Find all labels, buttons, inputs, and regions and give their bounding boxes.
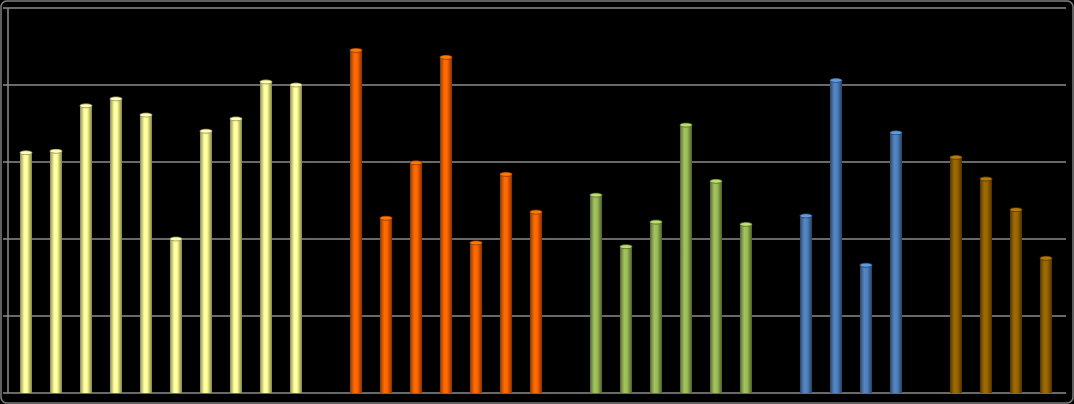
bar <box>710 181 722 393</box>
bar-cap <box>349 47 363 53</box>
bar <box>950 157 962 393</box>
bar <box>830 80 842 393</box>
bar <box>290 85 302 393</box>
bar <box>170 239 182 393</box>
bar <box>140 115 152 393</box>
bar-cap <box>229 116 243 122</box>
bar-cap <box>709 178 723 184</box>
bar-cap <box>469 240 483 246</box>
bar-cap <box>1039 255 1053 261</box>
bar-cap <box>379 215 393 221</box>
bar <box>860 265 872 393</box>
bar <box>200 131 212 393</box>
bar <box>530 212 542 393</box>
bar-cap <box>739 221 753 227</box>
bar-cap <box>1009 207 1023 213</box>
bar-cap <box>979 176 993 182</box>
bar-cap <box>49 148 63 154</box>
bar <box>890 132 902 394</box>
bar-cap <box>889 130 903 136</box>
bar <box>350 50 362 393</box>
bar <box>1010 209 1022 393</box>
bar <box>260 81 272 394</box>
bar <box>590 195 602 393</box>
bar <box>500 174 512 393</box>
bar-cap <box>619 244 633 250</box>
bar-cap <box>589 192 603 198</box>
bar-cap <box>199 128 213 134</box>
bar-cap <box>499 171 513 177</box>
bar <box>980 178 992 393</box>
bar <box>440 57 452 393</box>
bar-cap <box>949 154 963 160</box>
bar-cap <box>649 219 663 225</box>
bar <box>50 151 62 393</box>
bar <box>410 162 422 393</box>
bar <box>650 222 662 393</box>
bar-cap <box>859 262 873 268</box>
bar <box>620 246 632 393</box>
bar-cap <box>109 96 123 102</box>
bar <box>680 125 692 393</box>
bar-cap <box>259 79 273 85</box>
bar-cap <box>829 77 843 83</box>
bar <box>740 224 752 393</box>
bar-cap <box>139 112 153 118</box>
bar-cap <box>19 150 33 156</box>
bar <box>800 215 812 393</box>
bar-cap <box>289 82 303 88</box>
bar <box>20 152 32 393</box>
bar-cap <box>409 160 423 166</box>
bar <box>230 118 242 393</box>
bar-cap <box>529 209 543 215</box>
bar-cap <box>679 122 693 128</box>
bar-cap <box>799 213 813 219</box>
bar <box>1040 258 1052 393</box>
bar-cap <box>79 103 93 109</box>
bar <box>470 242 482 393</box>
bar-cap <box>439 54 453 60</box>
bar <box>80 105 92 393</box>
bar <box>110 98 122 394</box>
bar-cap <box>169 236 183 242</box>
bar <box>380 218 392 393</box>
